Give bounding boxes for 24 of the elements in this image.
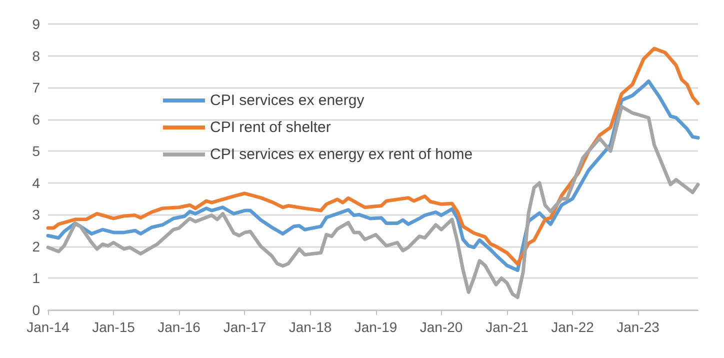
y-tick-label: 3 — [32, 206, 40, 223]
x-tick-label: Jan-23 — [616, 319, 660, 335]
x-tick-label: Jan-14 — [26, 319, 70, 335]
x-tick-label: Jan-18 — [288, 319, 332, 335]
y-tick-label: 7 — [32, 80, 40, 96]
y-tick-label: 1 — [32, 270, 40, 286]
legend-label: CPI rent of shelter — [210, 119, 331, 136]
y-tick-label: 9 — [32, 16, 40, 32]
y-tick-label: 5 — [32, 143, 40, 160]
x-tick-label: Jan-20 — [420, 319, 463, 335]
x-tick-label: Jan-19 — [354, 319, 398, 335]
x-tick-label: Jan-21 — [486, 319, 529, 335]
x-tick-label: Jan-22 — [551, 319, 594, 335]
legend-label: CPI services ex energy — [210, 92, 365, 109]
y-tick-label: 0 — [32, 302, 40, 318]
y-tick-label: 6 — [32, 111, 40, 128]
x-tick-label: Jan-15 — [92, 319, 136, 335]
y-tick-label: 2 — [32, 238, 40, 254]
legend-label: CPI services ex energy ex rent of home — [210, 146, 473, 163]
y-tick-label: 4 — [32, 174, 40, 191]
x-tick-label: Jan-17 — [223, 319, 266, 335]
line-series — [46, 46, 700, 266]
x-tick-label: Jan-16 — [158, 319, 201, 335]
y-tick-label: 8 — [32, 48, 40, 64]
